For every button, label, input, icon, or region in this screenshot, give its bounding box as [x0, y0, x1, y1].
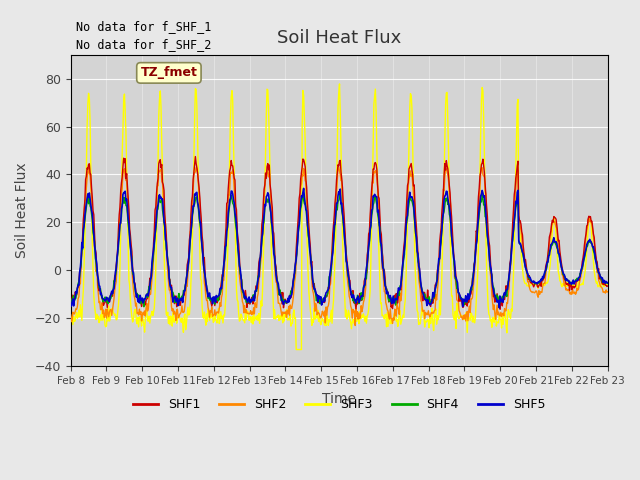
SHF5 — [604, 280, 611, 286]
SHF2 — [351, 323, 359, 328]
SHF3 — [186, 301, 194, 307]
Title: Soil Heat Flux: Soil Heat Flux — [277, 29, 401, 48]
SHF5 — [495, 305, 503, 311]
Line: SHF5: SHF5 — [70, 188, 607, 308]
SHF5 — [77, 264, 84, 270]
SHF1 — [496, 306, 504, 312]
SHF3 — [604, 281, 611, 287]
Y-axis label: Soil Heat Flux: Soil Heat Flux — [15, 163, 29, 258]
SHF5 — [300, 185, 307, 191]
SHF2 — [186, 229, 194, 235]
SHF2 — [422, 310, 429, 315]
SHF4 — [77, 266, 84, 272]
SHF3 — [214, 306, 222, 312]
SHF2 — [406, 172, 413, 178]
SHF4 — [132, 290, 140, 296]
SHF5 — [405, 195, 413, 201]
SHF3 — [406, 106, 413, 112]
Line: SHF1: SHF1 — [70, 156, 607, 309]
SHF1 — [604, 283, 611, 289]
SHF4 — [422, 294, 429, 300]
SHF5 — [421, 296, 429, 302]
Text: No data for f_SHF_1: No data for f_SHF_1 — [76, 20, 211, 33]
SHF1 — [405, 166, 413, 172]
Line: SHF3: SHF3 — [70, 84, 607, 349]
SHF4 — [187, 230, 195, 236]
SHF1 — [216, 297, 223, 302]
SHF3 — [335, 81, 343, 87]
SHF2 — [67, 312, 74, 317]
SHF5 — [186, 237, 194, 243]
SHF2 — [335, 164, 342, 170]
SHF2 — [214, 310, 222, 316]
SHF3 — [67, 312, 74, 318]
SHF4 — [216, 291, 223, 297]
SHF2 — [77, 281, 84, 287]
Line: SHF2: SHF2 — [70, 167, 607, 325]
SHF4 — [299, 190, 307, 196]
SHF4 — [604, 280, 611, 286]
SHF2 — [132, 303, 140, 309]
SHF3 — [422, 318, 429, 324]
SHF4 — [140, 304, 148, 310]
SHF1 — [77, 269, 84, 275]
SHF5 — [67, 304, 74, 310]
Text: TZ_fmet: TZ_fmet — [140, 66, 197, 79]
X-axis label: Time: Time — [322, 392, 356, 406]
SHF1 — [186, 231, 194, 237]
SHF5 — [214, 293, 222, 299]
SHF1 — [191, 154, 199, 159]
SHF4 — [406, 196, 413, 202]
SHF4 — [67, 301, 74, 307]
SHF1 — [132, 287, 140, 292]
Legend: SHF1, SHF2, SHF3, SHF4, SHF5: SHF1, SHF2, SHF3, SHF4, SHF5 — [128, 393, 550, 416]
Line: SHF4: SHF4 — [70, 193, 607, 307]
SHF2 — [604, 289, 611, 295]
SHF5 — [132, 288, 140, 294]
SHF3 — [292, 347, 300, 352]
SHF1 — [67, 297, 74, 302]
SHF1 — [421, 290, 429, 296]
SHF3 — [132, 308, 140, 314]
Text: No data for f_SHF_2: No data for f_SHF_2 — [76, 38, 211, 51]
SHF3 — [77, 302, 84, 308]
